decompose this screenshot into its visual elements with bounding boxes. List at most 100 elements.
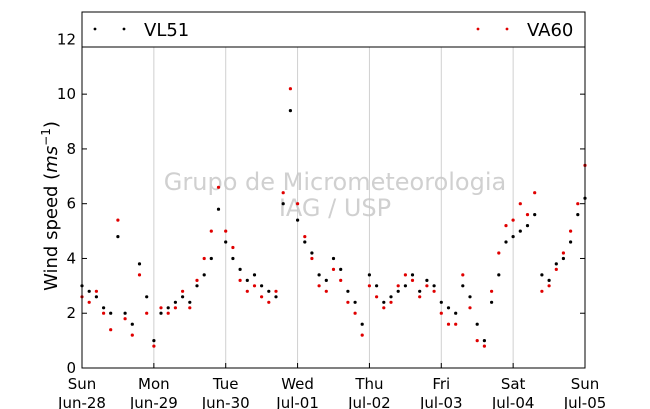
vl51-point	[130, 322, 134, 326]
vl51-point	[490, 300, 494, 304]
vl51-point	[296, 218, 300, 222]
va60-point	[482, 344, 486, 348]
vl51-point	[137, 262, 142, 266]
va60-point	[173, 306, 177, 310]
x-tick-label-date: Jul-04	[491, 394, 535, 409]
legend: VL51 VA60	[81, 11, 586, 48]
va60-point	[353, 311, 357, 315]
vl51-point	[475, 322, 479, 326]
vl51-point	[310, 251, 314, 255]
va60-point	[461, 273, 465, 277]
x-tick-label-day: Sat	[501, 375, 526, 393]
x-tick-label-day: Mon	[138, 375, 170, 393]
vl51-point	[425, 278, 429, 282]
va60-point	[137, 273, 142, 277]
plot-background	[82, 12, 585, 368]
vl51-point	[432, 284, 436, 288]
va60-point	[346, 300, 350, 304]
va60-point	[497, 251, 501, 255]
vl51-point	[497, 273, 501, 277]
vl51-point	[181, 295, 185, 299]
vl51-point	[159, 311, 163, 315]
watermark-line-1: Grupo de Micrometeorologia	[164, 168, 506, 196]
va60-point	[561, 251, 566, 255]
va60-point	[554, 267, 558, 271]
vl51-point	[188, 300, 192, 304]
x-tick-label-day: Wed	[281, 375, 314, 393]
va60-point	[324, 289, 328, 293]
y-tick-label: 10	[57, 85, 76, 103]
x-tick-label-date: Jul-02	[347, 394, 391, 409]
vl51-point	[145, 295, 149, 299]
vl51-point	[281, 202, 285, 206]
scatter-points	[80, 87, 587, 348]
vl51-point	[353, 300, 357, 304]
y-tick-label: 8	[66, 140, 76, 158]
legend-box	[81, 11, 586, 48]
va60-point	[339, 278, 343, 282]
va60-point	[224, 229, 228, 233]
va60-point	[525, 213, 530, 217]
va60-point	[274, 289, 278, 293]
va60-point	[569, 229, 573, 233]
va60-point	[288, 87, 292, 91]
vl51-point	[267, 289, 271, 293]
vl51-point	[576, 213, 580, 217]
x-tick-label-day: Sun	[571, 375, 600, 393]
vl51-point	[238, 267, 242, 271]
va60-point	[152, 344, 156, 348]
vl51-point	[94, 295, 98, 299]
vl51-point	[216, 207, 221, 211]
va60-point	[209, 229, 213, 233]
y-axis-label: Wind speed (ms−1)	[39, 121, 62, 291]
va60-point	[475, 339, 479, 343]
vl51-point	[87, 289, 91, 293]
vl51-point	[504, 240, 508, 244]
vl51-point	[109, 311, 113, 315]
va60-point	[123, 317, 127, 321]
vl51-point	[252, 273, 257, 277]
va60-point	[130, 333, 134, 337]
vl51-point	[561, 256, 566, 261]
vl51-point	[439, 300, 443, 304]
va60-point	[87, 300, 91, 304]
vl51-point	[274, 295, 278, 299]
vl51-point	[418, 289, 422, 293]
vl51-point	[446, 306, 451, 310]
va60-point	[418, 295, 422, 299]
vl51-point	[116, 235, 120, 239]
vl51-point	[173, 300, 177, 304]
va60-point	[260, 295, 264, 299]
va60-point	[238, 278, 242, 282]
va60-point	[331, 267, 336, 271]
vl51-point	[382, 300, 386, 304]
vl51-point	[367, 273, 371, 277]
watermark-line-2: IAG / USP	[279, 194, 391, 222]
va60-point	[296, 202, 300, 206]
vl51-point	[339, 267, 343, 271]
va60-point	[195, 278, 199, 282]
vl51-point	[224, 240, 228, 244]
vl51-point	[518, 229, 522, 233]
vl51-point	[288, 109, 292, 113]
vl51-point	[303, 240, 307, 244]
legend-marker-va60-a	[476, 27, 480, 31]
vl51-point	[195, 284, 199, 288]
vl51-point	[461, 284, 465, 288]
va60-point	[518, 202, 522, 206]
x-tick-label-date: Jul-05	[563, 394, 607, 409]
y-tick-label: 6	[66, 195, 76, 213]
vl51-point	[209, 256, 213, 261]
va60-point	[109, 328, 113, 332]
vl51-point	[569, 240, 573, 244]
y-axis-ticks: 0 2 4 6 8 10 12	[57, 30, 585, 377]
vl51-point	[389, 295, 393, 299]
vl51-point	[468, 295, 472, 299]
vl51-point	[482, 339, 486, 343]
y-tick-label: 0	[66, 359, 76, 377]
va60-point	[410, 278, 415, 282]
vl51-point	[511, 235, 515, 239]
va60-point	[245, 289, 249, 293]
x-axis-ticks: SunJun-28MonJun-29TueJun-30WedJul-01ThuJ…	[57, 363, 606, 409]
